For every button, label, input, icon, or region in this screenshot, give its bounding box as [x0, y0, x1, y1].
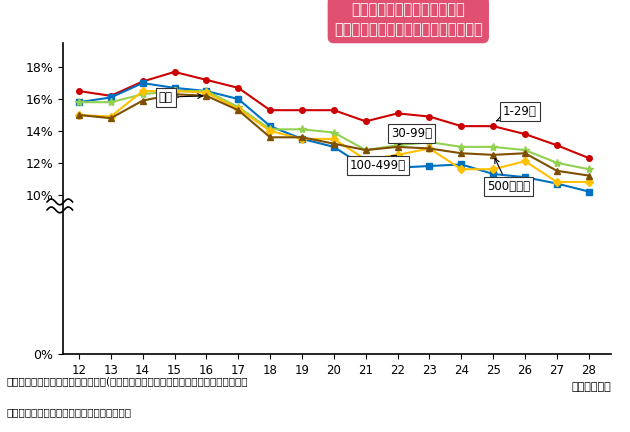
Text: 100-499人: 100-499人	[350, 156, 406, 172]
Text: 1-29人: 1-29人	[496, 105, 537, 121]
Bar	[63, 0, 611, 354]
Text: （平成・年）: （平成・年）	[571, 382, 611, 392]
Text: （資料出所）総務省「労働力調査」(平成２３年は岩手県、宮城県及び福島県を除く）: （資料出所）総務省「労働力調査」(平成２３年は岩手県、宮城県及び福島県を除く）	[6, 376, 248, 387]
Text: （注）非農林業雇用者について作成したもの: （注）非農林業雇用者について作成したもの	[6, 407, 131, 417]
Text: 30-99人: 30-99人	[391, 127, 432, 144]
Text: 500人以上: 500人以上	[487, 159, 530, 193]
Text: 全体: 全体	[159, 91, 202, 104]
Bar	[57, 203, 614, 349]
Text: 企業規模が小さくなるに従い
週６０時間以上の雇用者の割合が高い: 企業規模が小さくなるに従い 週６０時間以上の雇用者の割合が高い	[334, 2, 483, 37]
